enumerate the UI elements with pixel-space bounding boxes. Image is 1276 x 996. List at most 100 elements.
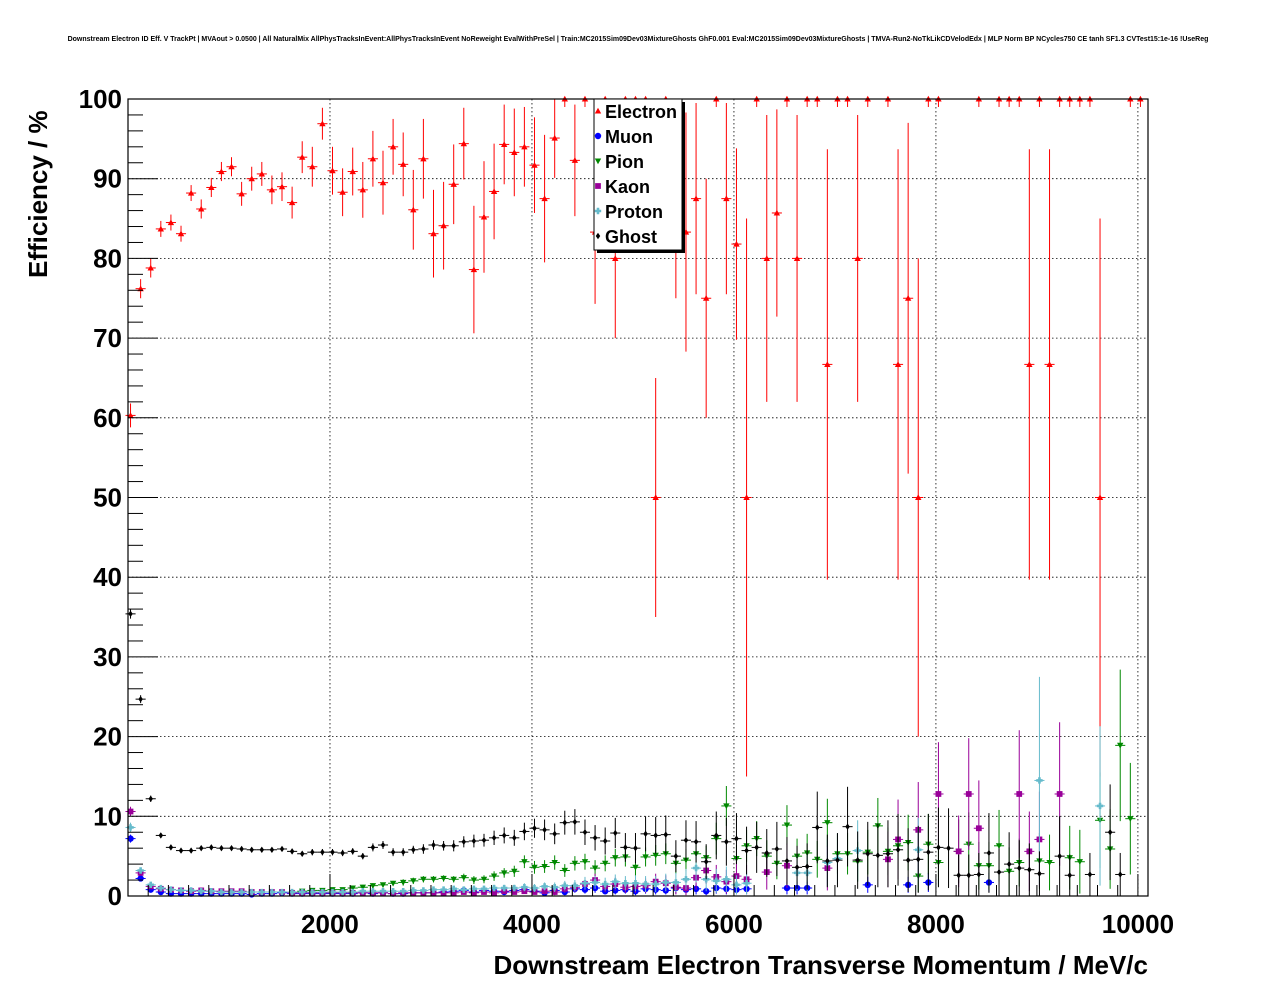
proton-point: [246, 888, 257, 896]
pion-marker: [995, 843, 1003, 849]
proton-marker: [541, 883, 548, 890]
ghost-point: [408, 845, 419, 854]
ghost-marker: [1107, 829, 1113, 836]
electron-marker: [470, 266, 478, 273]
ghost-marker: [764, 849, 770, 857]
ghost-point: [1084, 852, 1095, 896]
electron-marker: [551, 134, 558, 141]
proton-marker: [682, 876, 690, 883]
pion-point: [519, 855, 530, 869]
ghost-marker: [431, 841, 436, 849]
ghost-marker: [360, 852, 366, 860]
proton-point: [1094, 726, 1106, 886]
ghost-point: [357, 852, 368, 860]
pion-marker: [652, 852, 659, 859]
proton-marker: [511, 884, 518, 892]
pion-marker: [723, 803, 730, 810]
ghost-marker: [532, 825, 537, 832]
ghost-marker: [411, 846, 416, 853]
y-tick-label: 40: [93, 562, 122, 592]
proton-point: [741, 872, 752, 895]
electron-point: [1064, 95, 1075, 107]
proton-point: [660, 873, 671, 892]
electron-point: [1084, 95, 1095, 107]
ghost-marker: [310, 848, 315, 856]
electron-point: [175, 225, 187, 242]
proton-point: [650, 876, 661, 893]
ghost-point: [963, 854, 974, 896]
electron-point: [711, 95, 722, 107]
proton-marker: [450, 885, 457, 893]
ghost-marker: [986, 849, 992, 857]
electron-marker: [299, 153, 306, 160]
y-tick-label: 100: [79, 84, 122, 114]
muon-marker: [127, 835, 134, 842]
ghost-marker: [148, 795, 153, 802]
proton-marker: [622, 880, 629, 887]
proton-point: [256, 888, 267, 896]
proton-marker: [379, 888, 387, 895]
proton-marker: [551, 884, 558, 891]
ghost-marker: [1087, 871, 1093, 878]
electron-point: [448, 144, 459, 225]
electron-marker: [248, 175, 255, 182]
ghost-point: [468, 834, 479, 848]
electron-point: [1054, 95, 1065, 107]
ghost-point: [630, 833, 641, 864]
proton-marker: [1096, 802, 1104, 810]
proton-point: [145, 881, 156, 889]
ghost-marker: [855, 856, 860, 864]
pion-marker: [783, 822, 791, 829]
x-axis-label: Downstream Electron Transverse Momentum …: [493, 950, 1148, 980]
proton-marker: [420, 887, 427, 894]
ghost-point: [781, 837, 793, 885]
proton-marker: [531, 884, 538, 892]
electron-point: [781, 95, 793, 107]
electron-marker: [369, 155, 377, 162]
ghost-marker: [683, 837, 689, 844]
pion-marker: [349, 885, 356, 892]
pion-marker: [642, 854, 649, 861]
electron-marker: [450, 181, 457, 187]
proton-point: [408, 887, 419, 894]
electron-point: [186, 185, 197, 202]
ghost-marker: [754, 844, 759, 851]
ghost-point: [549, 823, 560, 845]
ghost-marker: [825, 857, 830, 865]
pion-point: [590, 860, 601, 877]
ghost-marker: [946, 844, 951, 852]
kaon-marker: [450, 889, 457, 896]
proton-marker: [349, 888, 356, 896]
muon-point: [135, 875, 146, 882]
ghost-marker: [320, 848, 325, 856]
proton-marker: [642, 880, 649, 888]
x-tick-label: 6000: [705, 909, 763, 939]
ghost-point: [1034, 851, 1045, 896]
ghost-marker: [188, 847, 194, 854]
ghost-marker: [158, 832, 164, 839]
pion-marker: [359, 884, 367, 891]
pion-marker: [1127, 816, 1134, 822]
ghost-point: [256, 846, 267, 853]
proton-marker: [733, 881, 740, 889]
proton-marker: [743, 880, 750, 887]
kaon-point: [125, 806, 136, 817]
ghost-point: [519, 822, 530, 841]
ghost-point: [489, 830, 500, 845]
proton-point: [125, 822, 136, 833]
pion-marker: [490, 873, 498, 880]
ghost-marker: [653, 832, 658, 839]
proton-marker: [359, 888, 367, 895]
electron-point: [933, 95, 944, 107]
electron-marker: [440, 222, 447, 229]
electron-marker: [238, 190, 245, 197]
legend-marker: [594, 207, 602, 215]
kaon-marker: [1016, 791, 1023, 797]
ghost-marker: [1067, 872, 1072, 879]
pion-point: [388, 880, 399, 887]
electron-point: [256, 161, 267, 186]
ghost-point: [388, 848, 399, 857]
proton-point: [236, 888, 247, 896]
electron-point: [973, 95, 984, 107]
ghost-marker: [178, 847, 184, 854]
